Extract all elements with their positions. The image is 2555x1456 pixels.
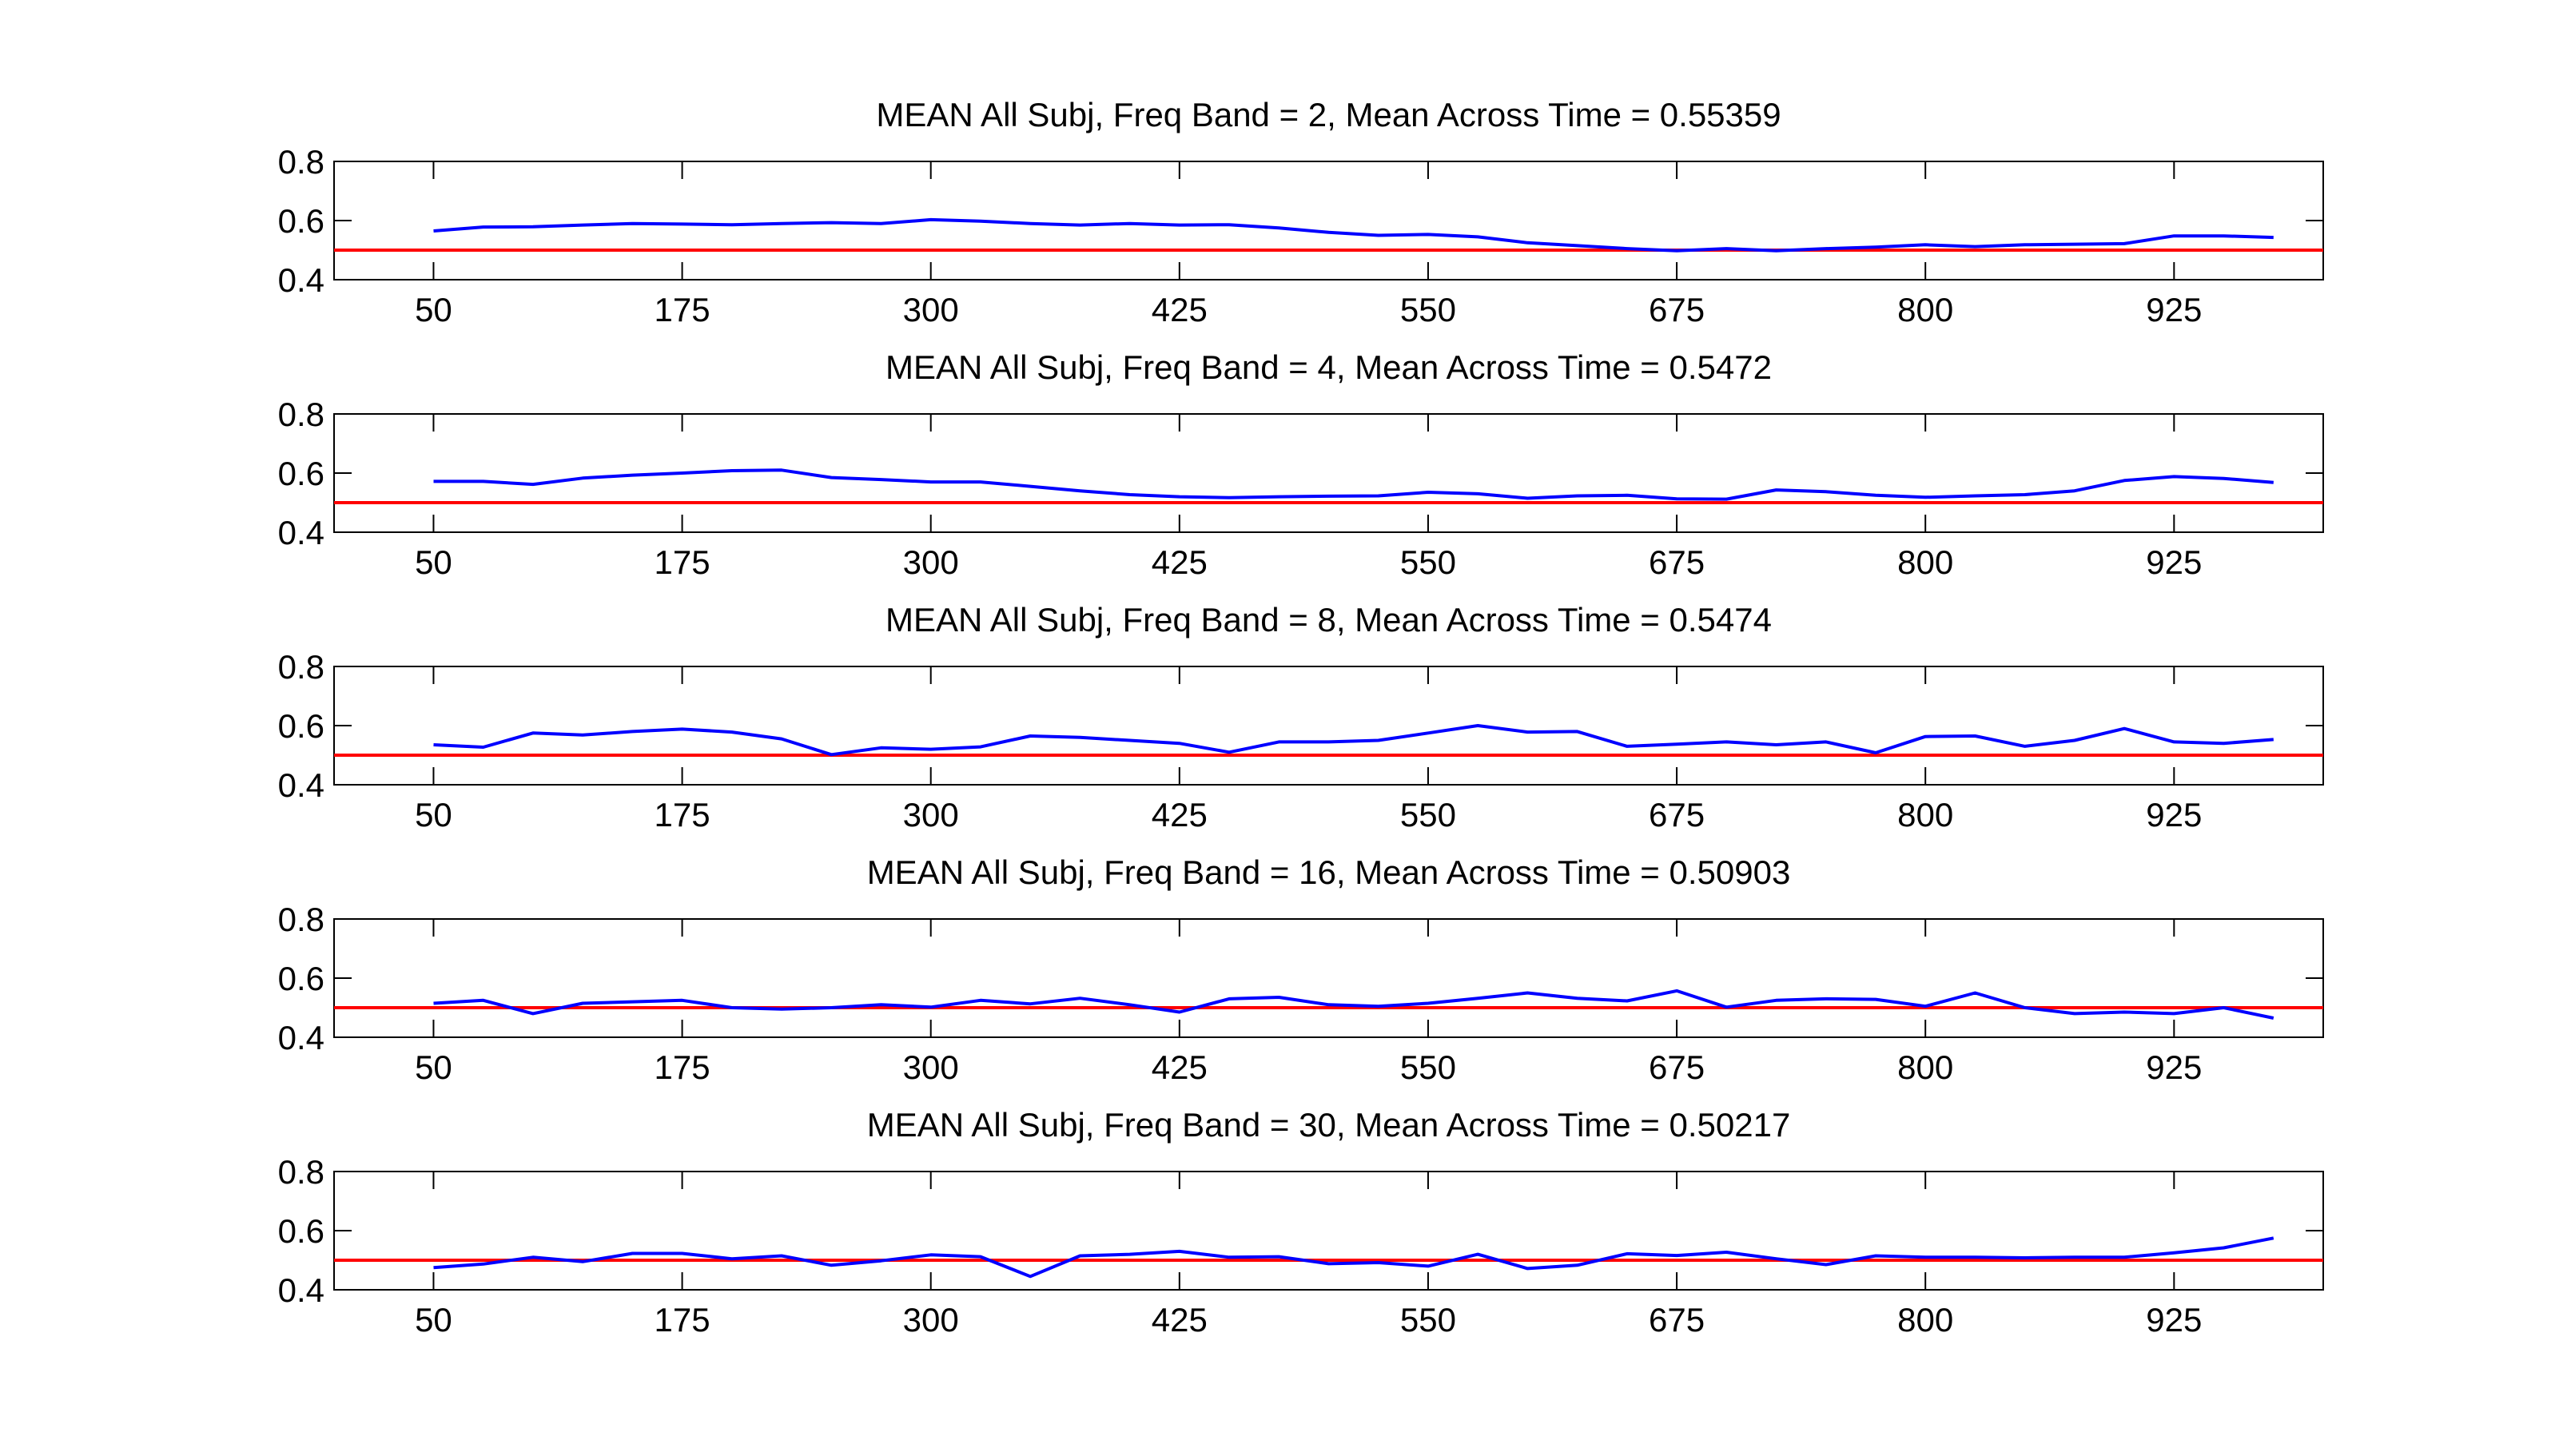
x-tick-label: 675 [1649, 1048, 1705, 1086]
series-line [433, 217, 2274, 253]
y-tick-label: 0.4 [278, 766, 324, 804]
y-tick-label: 0.4 [278, 514, 324, 551]
x-tick-label: 925 [2146, 1048, 2202, 1086]
x-tick-label: 425 [1152, 291, 1208, 328]
series-line [433, 989, 2274, 1020]
x-tick-label: 675 [1649, 543, 1705, 581]
x-tick-label: 300 [903, 291, 959, 328]
x-tick-label: 50 [415, 1301, 452, 1339]
y-tick-label: 0.8 [278, 143, 324, 181]
chart-title: MEAN All Subj, Freq Band = 4, Mean Acros… [885, 348, 1772, 386]
chart-panel-5: MEAN All Subj, Freq Band = 30, Mean Acro… [278, 1106, 2324, 1339]
x-tick-label: 50 [415, 796, 452, 833]
x-tick-label: 175 [655, 543, 710, 581]
chart-panel-4: MEAN All Subj, Freq Band = 16, Mean Acro… [278, 853, 2324, 1086]
x-tick-label: 175 [655, 796, 710, 833]
x-tick-label: 800 [1897, 1301, 1953, 1339]
x-tick-label: 425 [1152, 543, 1208, 581]
x-tick-label: 425 [1152, 1048, 1208, 1086]
y-tick-label: 0.6 [278, 707, 324, 745]
x-tick-label: 675 [1649, 1301, 1705, 1339]
series-line [433, 468, 2274, 501]
series-line [433, 724, 2274, 757]
chart-panel-3: MEAN All Subj, Freq Band = 8, Mean Acros… [278, 601, 2324, 833]
chart-title: MEAN All Subj, Freq Band = 30, Mean Acro… [867, 1106, 1791, 1144]
x-tick-label: 175 [655, 1048, 710, 1086]
x-tick-label: 800 [1897, 796, 1953, 833]
series-line [433, 1236, 2274, 1279]
chart-panel-2: MEAN All Subj, Freq Band = 4, Mean Acros… [278, 348, 2324, 581]
x-tick-label: 175 [655, 291, 710, 328]
x-tick-label: 800 [1897, 1048, 1953, 1086]
y-tick-label: 0.8 [278, 396, 324, 433]
x-tick-label: 425 [1152, 796, 1208, 833]
y-tick-label: 0.6 [278, 1212, 324, 1250]
x-tick-label: 925 [2146, 1301, 2202, 1339]
x-tick-label: 550 [1400, 1301, 1456, 1339]
y-tick-label: 0.4 [278, 1019, 324, 1056]
chart-title: MEAN All Subj, Freq Band = 8, Mean Acros… [885, 601, 1772, 638]
x-tick-label: 50 [415, 291, 452, 328]
x-tick-label: 550 [1400, 543, 1456, 581]
x-tick-label: 300 [903, 1048, 959, 1086]
chart-panels: MEAN All Subj, Freq Band = 2, Mean Acros… [278, 96, 2324, 1339]
y-tick-label: 0.8 [278, 901, 324, 938]
x-tick-label: 550 [1400, 796, 1456, 833]
x-tick-label: 175 [655, 1301, 710, 1339]
x-tick-label: 550 [1400, 1048, 1456, 1086]
x-tick-label: 925 [2146, 796, 2202, 833]
y-tick-label: 0.8 [278, 1153, 324, 1191]
x-tick-label: 800 [1897, 291, 1953, 328]
chart-panel-1: MEAN All Subj, Freq Band = 2, Mean Acros… [278, 96, 2324, 328]
x-tick-label: 550 [1400, 291, 1456, 328]
x-tick-label: 925 [2146, 291, 2202, 328]
y-tick-label: 0.4 [278, 1271, 324, 1309]
x-tick-label: 925 [2146, 543, 2202, 581]
x-tick-label: 50 [415, 1048, 452, 1086]
x-tick-label: 675 [1649, 291, 1705, 328]
chart-title: MEAN All Subj, Freq Band = 16, Mean Acro… [867, 853, 1791, 891]
y-tick-label: 0.8 [278, 648, 324, 686]
x-tick-label: 800 [1897, 543, 1953, 581]
x-tick-label: 300 [903, 796, 959, 833]
y-tick-label: 0.6 [278, 202, 324, 240]
x-tick-label: 300 [903, 543, 959, 581]
y-tick-label: 0.6 [278, 960, 324, 997]
x-tick-label: 675 [1649, 796, 1705, 833]
x-tick-label: 425 [1152, 1301, 1208, 1339]
x-tick-label: 300 [903, 1301, 959, 1339]
y-tick-label: 0.6 [278, 455, 324, 492]
x-tick-label: 50 [415, 543, 452, 581]
chart-title: MEAN All Subj, Freq Band = 2, Mean Acros… [876, 96, 1781, 133]
y-tick-label: 0.4 [278, 261, 324, 299]
